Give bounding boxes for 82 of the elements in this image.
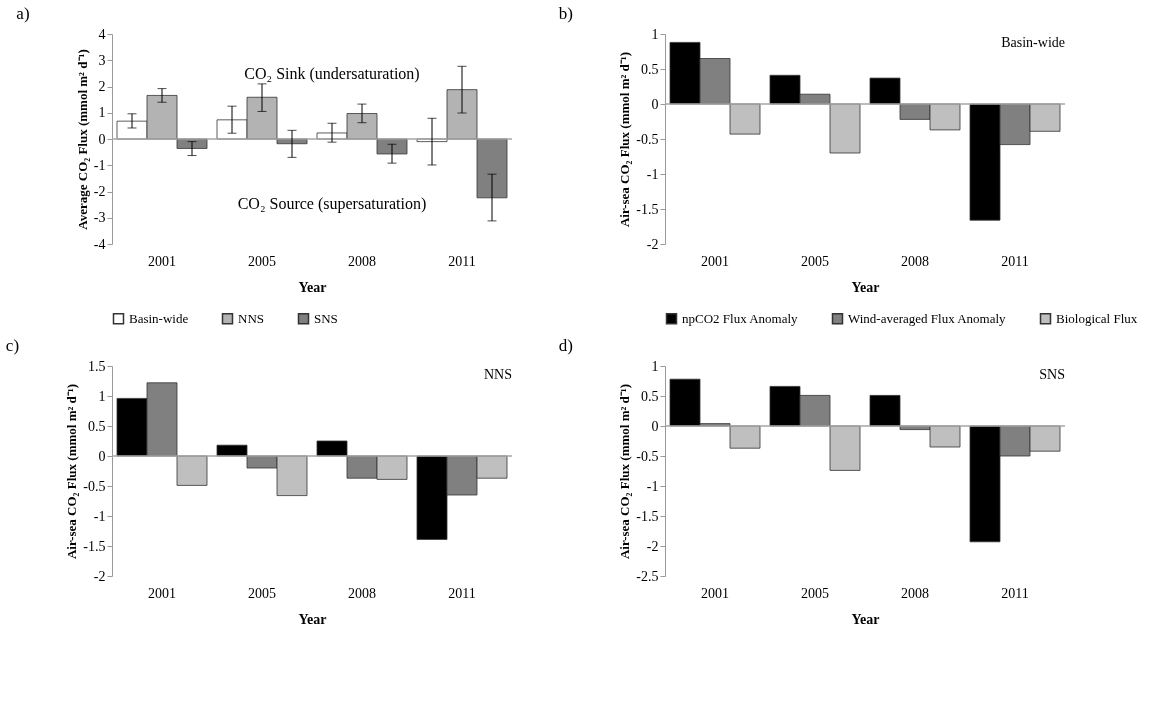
x-axis-title: Year (298, 611, 327, 627)
bar (869, 395, 901, 427)
y-tick-label: -2 (646, 538, 659, 554)
x-axis-title: Year (851, 279, 880, 295)
y-tick-label: 0.5 (641, 388, 659, 404)
x-tick-label: 2005 (248, 253, 276, 269)
y-tick-label: -1.5 (83, 538, 106, 554)
y-tick-label: -2.5 (636, 568, 659, 584)
y-axis-title: Air-sea CO₂ Flux (mmol m² d⁻¹) (64, 383, 80, 560)
x-tick-label: 2001 (148, 253, 176, 269)
annotation: SNS (1039, 367, 1065, 382)
y-tick-label: -1.5 (636, 508, 659, 524)
x-tick-label: 2005 (248, 585, 276, 601)
y-tick-label: -2 (646, 236, 659, 252)
bar (446, 89, 478, 140)
chart-title: c) (5, 336, 20, 355)
legend-label: NNS (238, 310, 265, 326)
bar (869, 77, 901, 105)
x-tick-label: 2008 (348, 585, 376, 601)
y-tick-label: 0 (651, 96, 659, 112)
x-axis-title: Year (298, 279, 327, 295)
y-tick-label: 0 (651, 418, 659, 434)
bar (729, 103, 761, 135)
x-tick-label: 2011 (448, 253, 476, 269)
y-tick-label: 0.5 (641, 61, 659, 77)
y-tick-label: -2 (93, 184, 106, 199)
annotation: CO₂ Sink (undersaturation) (244, 64, 420, 83)
y-tick-label: 0 (98, 131, 106, 147)
annotation: CO₂ Source (supersaturation) (237, 194, 427, 213)
legend-label: Biological Flux (1056, 310, 1138, 326)
y-tick-label: 1.5 (88, 358, 106, 374)
x-tick-label: 2008 (901, 585, 929, 601)
y-tick-label: 1 (651, 26, 659, 42)
x-tick-label: 2001 (701, 585, 729, 601)
y-tick-label: -4 (93, 236, 106, 252)
x-axis-title: Year (851, 611, 880, 627)
y-tick-label: -1 (93, 508, 106, 524)
y-tick-label: 2 (98, 79, 106, 94)
y-tick-label: 1 (651, 358, 659, 374)
legend-label: Basin-wide (129, 310, 189, 326)
legend-label: npCO2 Flux Anomaly (682, 310, 799, 326)
bar (476, 138, 508, 199)
y-axis-title: Average CO₂ Flux (mmol m² d⁻¹) (74, 49, 90, 230)
x-tick-label: 2001 (148, 585, 176, 601)
y-tick-label: -0.5 (83, 478, 106, 494)
annotation: Basin-wide (1001, 35, 1065, 50)
bar (176, 455, 208, 486)
legend-label: SNS (314, 310, 338, 326)
y-axis-title: Air-sea CO₂ Flux (mmol m² d⁻¹) (617, 383, 633, 560)
x-tick-label: 2011 (448, 585, 476, 601)
y-tick-label: -2 (93, 568, 106, 584)
legend-label: Wind-averaged Flux Anomaly (848, 310, 1007, 326)
y-tick-label: -0.5 (636, 448, 659, 464)
x-tick-label: 2005 (801, 585, 829, 601)
y-tick-label: 3 (98, 52, 106, 68)
chart-title: b) (558, 4, 574, 23)
y-tick-label: -0.5 (636, 131, 659, 147)
x-tick-label: 2001 (701, 253, 729, 269)
y-tick-label: 0.5 (88, 418, 106, 434)
x-tick-label: 2008 (348, 253, 376, 269)
bar (829, 425, 861, 471)
x-tick-label: 2011 (1001, 253, 1029, 269)
bar (829, 103, 861, 154)
y-tick-label: 1 (98, 388, 106, 404)
y-tick-label: -3 (93, 210, 106, 226)
chart-title: d) (558, 336, 574, 355)
y-tick-label: -1 (93, 157, 106, 173)
annotation: NNS (483, 367, 512, 382)
y-tick-label: 1 (98, 105, 106, 121)
y-axis-title: Air-sea CO₂ Flux (mmol m² d⁻¹) (617, 51, 633, 228)
x-tick-label: 2005 (801, 253, 829, 269)
y-tick-label: -1.5 (636, 201, 659, 217)
bar (316, 440, 348, 457)
chart-title: a) (16, 4, 30, 23)
y-tick-label: 4 (98, 26, 106, 42)
bar (216, 444, 248, 457)
x-tick-label: 2008 (901, 253, 929, 269)
y-tick-label: -1 (646, 478, 659, 494)
y-tick-label: 0 (98, 448, 106, 464)
x-tick-label: 2011 (1001, 585, 1029, 601)
bar (729, 425, 761, 449)
y-tick-label: -1 (646, 166, 659, 182)
